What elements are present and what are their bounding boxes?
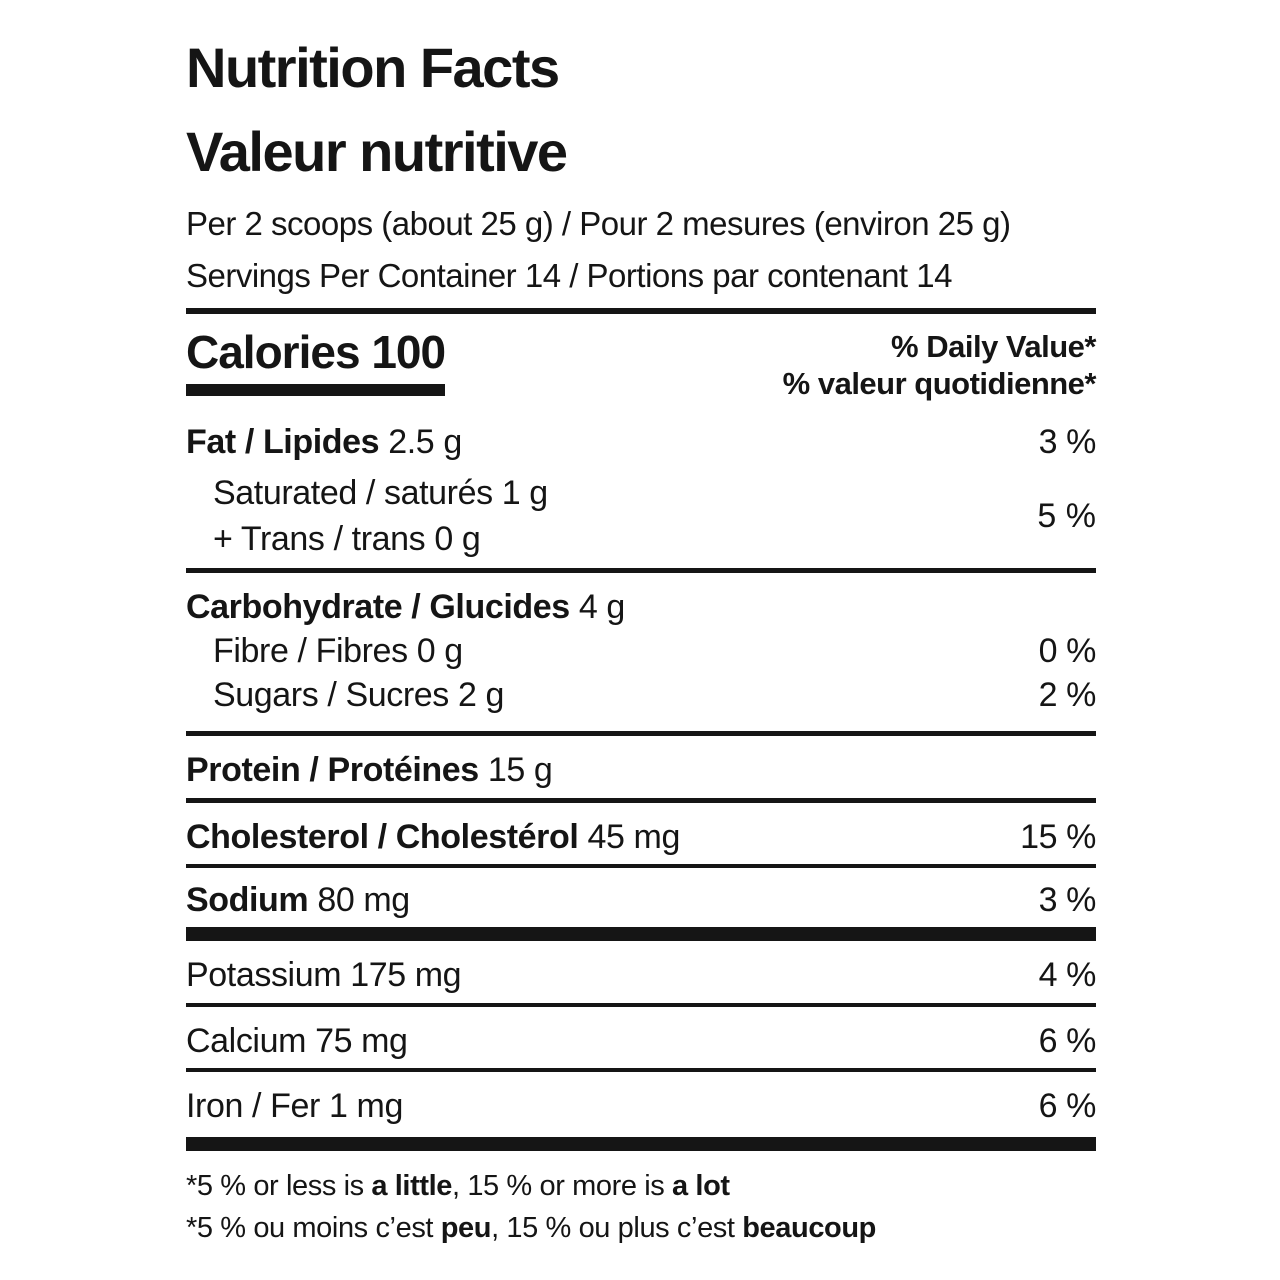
row-iron: Iron / Fer 1 mg 6 %	[186, 1072, 1096, 1137]
footnote-french: *5 % ou moins c’est peu, 15 % ou plus c’…	[186, 1207, 1096, 1249]
row-sodium-text: Sodium 80 mg	[186, 878, 410, 922]
divider-after-cholesterol	[186, 864, 1096, 868]
row-saturated-amount: 1 g	[501, 474, 548, 512]
row-fat-percent: 3 %	[1038, 423, 1097, 461]
row-iron-text: Iron / Fer 1 mg	[186, 1084, 403, 1128]
row-carbohydrate-name: Carbohydrate / Glucides	[186, 588, 570, 626]
row-iron-percent: 6 %	[1038, 1087, 1097, 1125]
daily-value-header-fr: % valeur quotidienne*	[782, 366, 1097, 401]
row-cholesterol-percent: 15 %	[1020, 818, 1096, 856]
row-fibre-amount: 0 g	[416, 632, 463, 670]
row-calcium-percent: 6 %	[1038, 1022, 1097, 1060]
divider-after-potassium	[186, 1003, 1096, 1007]
calories-section: Calories 100 % Daily Value* % valeur quo…	[186, 314, 1097, 402]
row-potassium: Potassium 175 mg 4 %	[186, 941, 1096, 1003]
calories-number: 100	[371, 326, 446, 378]
row-protein: Protein / Protéines 15 g	[186, 736, 1096, 798]
footnote-english: *5 % or less is a little, 15 % or more i…	[186, 1165, 1096, 1207]
footnote-fr-bold1: peu	[440, 1212, 492, 1244]
divider-after-protein	[186, 798, 1096, 803]
row-trans-text: + Trans / trans 0 g	[186, 516, 548, 562]
thick-bar-after-sodium	[186, 927, 1096, 941]
row-sodium-name: Sodium	[186, 881, 309, 919]
row-carbohydrate-text: Carbohydrate / Glucides 4 g	[186, 585, 625, 629]
daily-value-header: % Daily Value* % valeur quotidienne*	[782, 328, 1097, 402]
row-calcium-name: Calcium	[186, 1022, 307, 1060]
row-sugars: Sugars / Sucres 2 g 2 %	[186, 673, 1096, 731]
row-sodium: Sodium 80 mg 3 %	[186, 868, 1096, 927]
title-french: Valeur nutritive	[186, 120, 568, 183]
footnote-en-bold2: a lot	[672, 1170, 730, 1202]
row-fibre-name: Fibre / Fibres	[213, 632, 408, 670]
row-calcium: Calcium 75 mg 6 %	[186, 1007, 1096, 1068]
row-potassium-name: Potassium	[186, 956, 342, 994]
calories-label: Calories	[186, 326, 361, 378]
daily-value-header-en: % Daily Value*	[891, 329, 1096, 364]
nutrition-facts-label: Nutrition Facts Valeur nutritive Per 2 s…	[186, 36, 1097, 1249]
row-cholesterol: Cholesterol / Cholestérol 45 mg 15 %	[186, 803, 1096, 864]
row-protein-name: Protein / Protéines	[186, 751, 479, 789]
row-saturated-text: Saturated / saturés 1 g	[186, 470, 548, 516]
row-saturated-trans-percent: 5 %	[1037, 496, 1096, 535]
row-iron-amount: 1 mg	[328, 1087, 403, 1125]
row-sugars-name: Sugars / Sucres	[213, 676, 449, 714]
row-fat-amount: 2.5 g	[388, 423, 462, 461]
footnote-en-part1: *5 % or less is	[186, 1170, 372, 1202]
servings-per-container-line: Servings Per Container 14 / Portions par…	[186, 257, 952, 294]
row-sugars-percent: 2 %	[1038, 676, 1097, 714]
row-fibre: Fibre / Fibres 0 g 0 %	[186, 629, 1096, 673]
row-saturated-name: Saturated / saturés	[213, 474, 493, 512]
divider-after-calcium	[186, 1068, 1096, 1072]
footnote-fr-part2: , 15 % ou plus c’est	[491, 1212, 743, 1244]
footnote-en-part2: , 15 % or more is	[452, 1170, 673, 1202]
thick-bar-bottom	[186, 1137, 1096, 1151]
row-cholesterol-text: Cholesterol / Cholestérol 45 mg	[186, 815, 680, 859]
row-trans-amount: 0 g	[434, 520, 481, 558]
row-potassium-text: Potassium 175 mg	[186, 953, 462, 997]
calories-value: Calories 100	[186, 326, 446, 396]
row-fat-name: Fat / Lipides	[186, 423, 380, 461]
row-fat-text: Fat / Lipides 2.5 g	[186, 420, 462, 464]
footnote-en-bold1: a little	[371, 1170, 452, 1202]
footnote-fr-part1: *5 % ou moins c’est	[186, 1212, 441, 1244]
row-saturated-trans: Saturated / saturés 1 g + Trans / trans …	[186, 464, 1096, 568]
row-calcium-text: Calcium 75 mg	[186, 1019, 408, 1063]
row-protein-text: Protein / Protéines 15 g	[186, 748, 553, 792]
row-iron-name: Iron / Fer	[186, 1087, 320, 1125]
divider-after-fat	[186, 568, 1096, 573]
row-fat: Fat / Lipides 2.5 g 3 %	[186, 420, 1096, 464]
row-sugars-amount: 2 g	[457, 676, 505, 714]
saturated-trans-lines: Saturated / saturés 1 g + Trans / trans …	[186, 470, 548, 562]
row-carbohydrate-amount: 4 g	[578, 588, 625, 626]
divider-top	[186, 308, 1096, 314]
divider-after-sugars	[186, 731, 1096, 736]
footnote-fr-bold2: beaucoup	[742, 1212, 876, 1244]
row-fibre-text: Fibre / Fibres 0 g	[186, 629, 463, 673]
title-english: Nutrition Facts	[186, 36, 560, 99]
serving-size-line: Per 2 scoops (about 25 g) / Pour 2 mesur…	[186, 205, 1011, 242]
row-cholesterol-name: Cholesterol / Cholestérol	[186, 818, 579, 856]
footnotes: *5 % or less is a little, 15 % or more i…	[186, 1165, 1096, 1249]
row-protein-amount: 15 g	[487, 751, 553, 789]
row-potassium-amount: 175 mg	[350, 956, 462, 994]
row-sugars-text: Sugars / Sucres 2 g	[186, 673, 504, 717]
row-cholesterol-amount: 45 mg	[587, 818, 680, 856]
row-potassium-percent: 4 %	[1038, 956, 1097, 994]
row-trans-name: + Trans / trans	[213, 520, 426, 558]
row-sodium-percent: 3 %	[1038, 881, 1097, 919]
row-sodium-amount: 80 mg	[317, 881, 410, 919]
row-carbohydrate: Carbohydrate / Glucides 4 g	[186, 573, 1096, 629]
row-fibre-percent: 0 %	[1038, 632, 1097, 670]
row-calcium-amount: 75 mg	[315, 1022, 408, 1060]
